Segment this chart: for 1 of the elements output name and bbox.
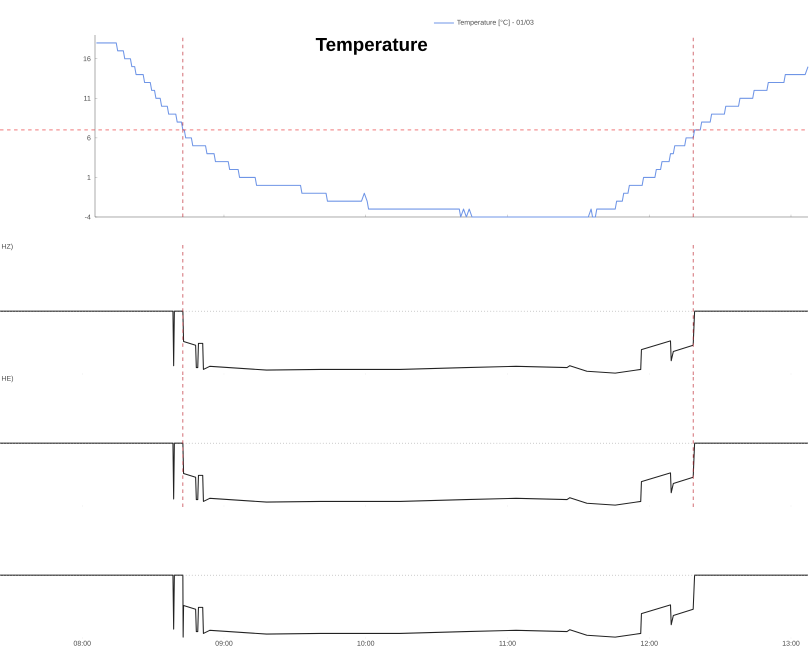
chart-title: Temperature	[316, 38, 428, 55]
